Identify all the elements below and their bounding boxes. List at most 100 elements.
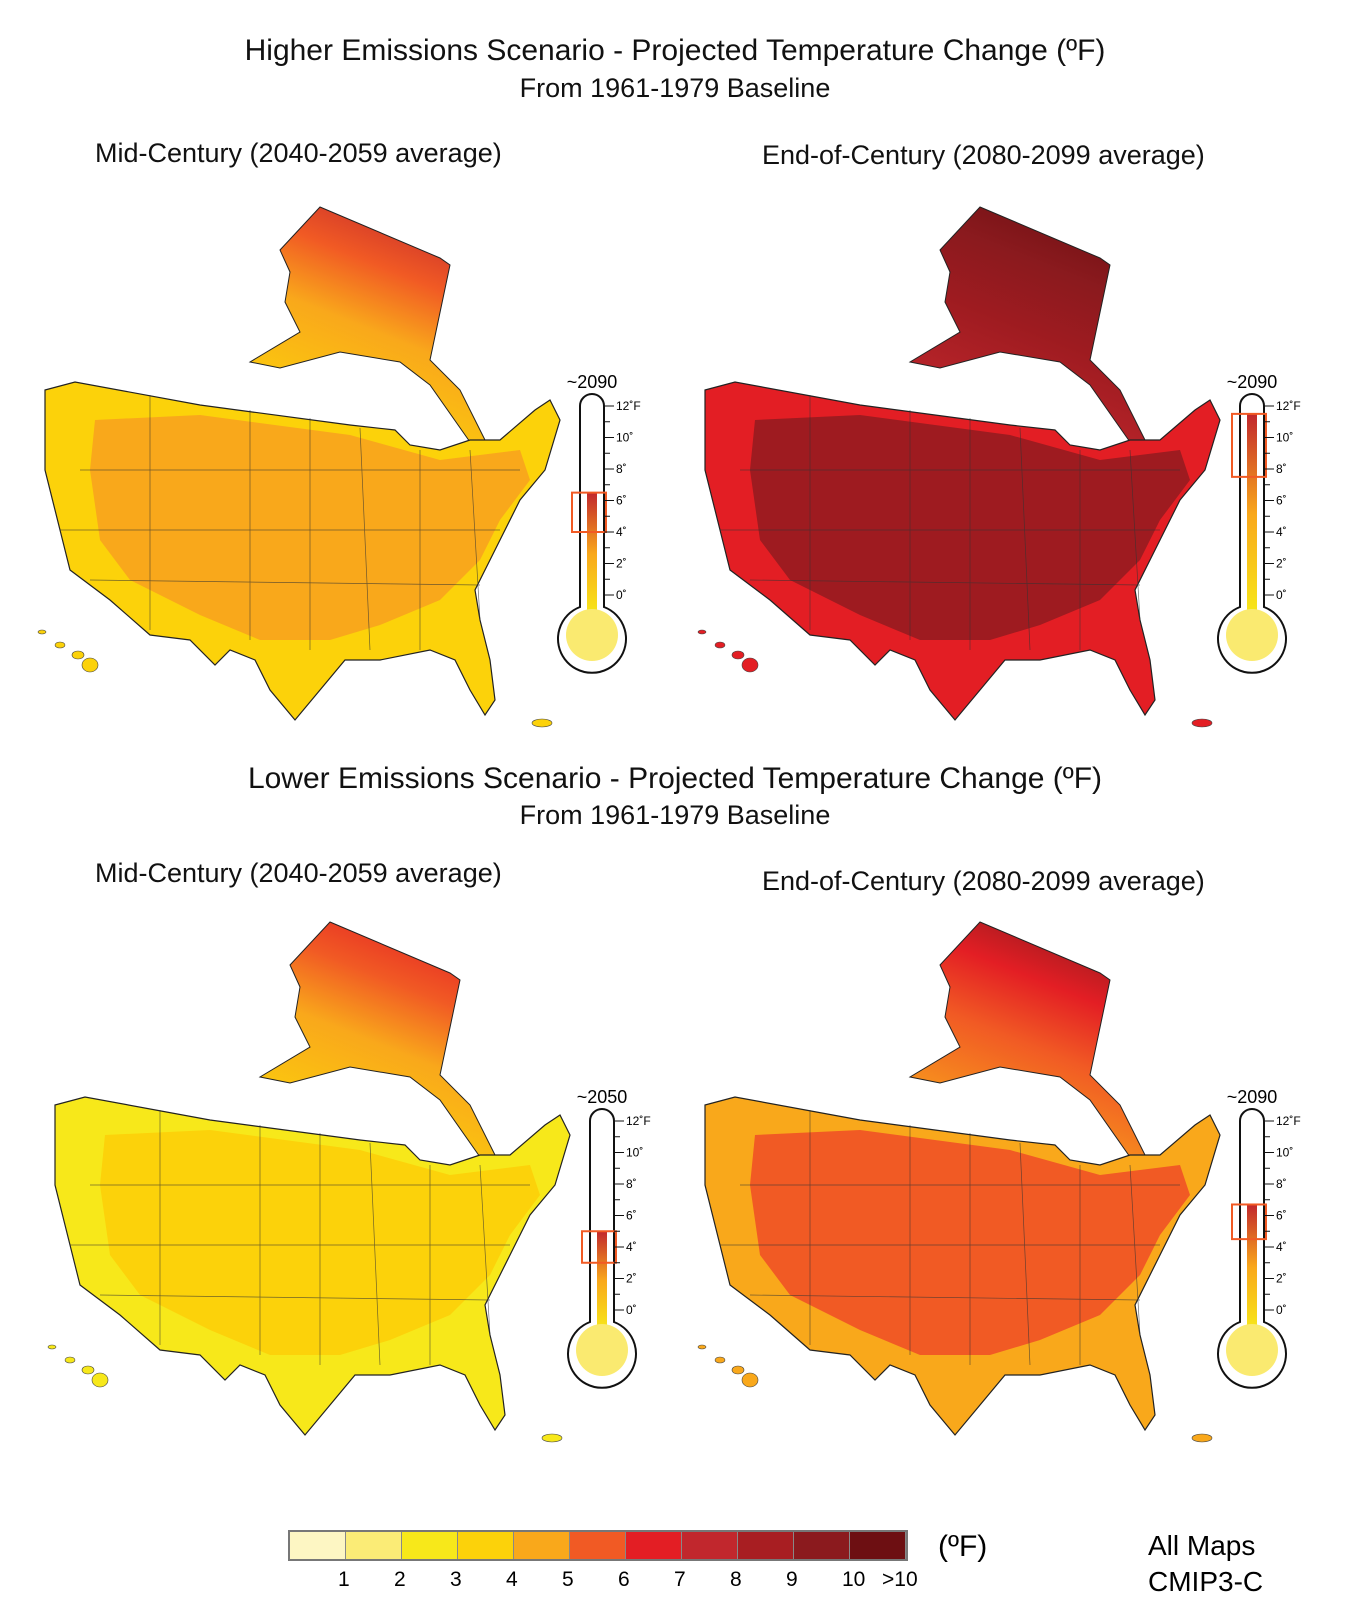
state-borders bbox=[60, 395, 520, 651]
legend-unit: (ºF) bbox=[938, 1530, 988, 1563]
section-title: Lower Emissions Scenario - Projected Tem… bbox=[247, 762, 1103, 795]
thermometer-tick-label: 6˚ bbox=[626, 1209, 637, 1223]
thermometer-tick-label: 8˚ bbox=[616, 462, 627, 476]
thermometer-tick-label: 10˚ bbox=[616, 431, 633, 445]
note-line: All Maps bbox=[1148, 1530, 1256, 1561]
thermometer: ~2090 0˚ 2˚ 4˚ 6˚ 8˚ 10˚ 12˚F bbox=[1217, 372, 1301, 674]
legend-swatch bbox=[514, 1532, 570, 1559]
state-borders bbox=[70, 1110, 530, 1366]
thermometer-tick-label: 8˚ bbox=[1276, 1177, 1287, 1191]
legend-label: 9 bbox=[786, 1568, 798, 1591]
legend-swatch bbox=[458, 1532, 514, 1559]
color-legend bbox=[288, 1530, 908, 1561]
legend-swatch bbox=[346, 1532, 402, 1559]
thermometer-tick-label: 0˚ bbox=[616, 588, 627, 602]
legend-label: 1 bbox=[338, 1568, 350, 1591]
legend-label: 5 bbox=[562, 1568, 574, 1591]
model-note: All Maps CMIP3-C bbox=[1148, 1528, 1263, 1600]
legend-swatch bbox=[738, 1532, 794, 1559]
thermometer-label: ~2050 bbox=[577, 1087, 628, 1107]
legend-swatch bbox=[570, 1532, 626, 1559]
temperature-map: ~2090 0˚ 2˚ 4˚ 6˚ 8˚ 10˚ 12˚F bbox=[697, 206, 1301, 728]
state-borders bbox=[720, 1110, 1180, 1366]
puerto-rico bbox=[541, 1433, 563, 1443]
thermometer-tick-label: 10˚ bbox=[1276, 1146, 1293, 1160]
range-box bbox=[1231, 412, 1267, 478]
panel-title: End-of-Century (2080-2099 average) bbox=[762, 866, 1205, 896]
thermometer-tick-label: 2˚ bbox=[626, 1272, 637, 1286]
thermometer-tick-label: 0˚ bbox=[1276, 1303, 1287, 1317]
alaska bbox=[248, 206, 486, 443]
thermometer-fill bbox=[597, 1231, 607, 1330]
thermometer-tick-label: 8˚ bbox=[1276, 462, 1287, 476]
thermometer-tick-label: 0˚ bbox=[1276, 588, 1287, 602]
thermometer-tick-label: 4˚ bbox=[1276, 1240, 1287, 1254]
thermometer-tick-label: 12˚F bbox=[1276, 399, 1301, 413]
thermometer-tick-label: 12˚F bbox=[616, 399, 641, 413]
range-box bbox=[1231, 1203, 1267, 1241]
puerto-rico bbox=[1191, 718, 1213, 728]
hawaii bbox=[47, 1344, 109, 1388]
temperature-map: ~2090 0˚ 2˚ 4˚ 6˚ 8˚ 10˚ 12˚F bbox=[697, 921, 1301, 1443]
panel-title: End-of-Century (2080-2099 average) bbox=[762, 140, 1205, 170]
thermometer-label: ~2090 bbox=[567, 372, 618, 392]
thermometer-tick-label: 6˚ bbox=[1276, 1209, 1287, 1223]
legend-swatch bbox=[402, 1532, 458, 1559]
thermometer-label: ~2090 bbox=[1227, 372, 1278, 392]
legend-swatch bbox=[626, 1532, 682, 1559]
puerto-rico bbox=[1191, 1433, 1213, 1443]
temperature-map: ~2090 0˚ 2˚ 4˚ 6˚ 8˚ 10˚ 12˚F bbox=[37, 206, 641, 728]
legend-swatch bbox=[794, 1532, 850, 1559]
alaska bbox=[258, 921, 496, 1158]
thermometer: ~2090 0˚ 2˚ 4˚ 6˚ 8˚ 10˚ 12˚F bbox=[557, 372, 641, 674]
section-subtitle: From 1961-1979 Baseline bbox=[519, 73, 831, 103]
legend-label: 7 bbox=[674, 1568, 686, 1591]
thermometer: ~2090 0˚ 2˚ 4˚ 6˚ 8˚ 10˚ 12˚F bbox=[1217, 1087, 1301, 1389]
section-subtitle: From 1961-1979 Baseline bbox=[519, 800, 831, 830]
panel-title: Mid-Century (2040-2059 average) bbox=[95, 858, 502, 888]
thermometer-tick-label: 8˚ bbox=[626, 1177, 637, 1191]
state-borders bbox=[720, 395, 1180, 651]
thermometer-label: ~2090 bbox=[1227, 1087, 1278, 1107]
hawaii bbox=[37, 629, 99, 673]
legend-label: 8 bbox=[730, 1568, 742, 1591]
thermometer-fill bbox=[1247, 1204, 1257, 1330]
legend-label: 4 bbox=[506, 1568, 518, 1591]
legend-label: 10 bbox=[842, 1568, 866, 1591]
thermometer-bulb bbox=[566, 609, 618, 661]
thermometer-tick-label: 2˚ bbox=[616, 557, 627, 571]
thermometer-tick-label: 4˚ bbox=[1276, 525, 1287, 539]
thermometer-bulb bbox=[576, 1324, 628, 1376]
hawaii bbox=[697, 1344, 759, 1388]
thermometer-tick-label: 4˚ bbox=[626, 1240, 637, 1254]
thermometer-tick-label: 12˚F bbox=[1276, 1114, 1301, 1128]
section-title: Higher Emissions Scenario - Projected Te… bbox=[244, 34, 1106, 67]
note-line: CMIP3-C bbox=[1148, 1566, 1264, 1597]
panel-title: Mid-Century (2040-2059 average) bbox=[95, 138, 502, 168]
thermometer-bulb bbox=[1226, 1324, 1278, 1376]
legend-label: >10 bbox=[882, 1568, 918, 1591]
thermometer-tick-label: 2˚ bbox=[1276, 557, 1287, 571]
thermometer-tick-label: 2˚ bbox=[1276, 1272, 1287, 1286]
legend-swatch bbox=[682, 1532, 738, 1559]
thermometer-tick-label: 10˚ bbox=[1276, 431, 1293, 445]
legend-label: 2 bbox=[394, 1568, 406, 1591]
thermometer-tick-label: 12˚F bbox=[626, 1114, 651, 1128]
legend-label: 6 bbox=[618, 1568, 630, 1591]
thermometer-tick-label: 4˚ bbox=[616, 525, 627, 539]
temperature-map: ~2050 0˚ 2˚ 4˚ 6˚ 8˚ 10˚ 12˚F bbox=[47, 921, 651, 1443]
thermometer-tick-label: 6˚ bbox=[616, 494, 627, 508]
thermometer-tick-label: 0˚ bbox=[626, 1303, 637, 1317]
thermometer-tick-label: 10˚ bbox=[626, 1146, 643, 1160]
alaska bbox=[908, 206, 1146, 443]
alaska bbox=[908, 921, 1146, 1158]
puerto-rico bbox=[531, 718, 553, 728]
range-box bbox=[571, 491, 607, 533]
thermometer-fill bbox=[587, 492, 597, 615]
thermometer-fill bbox=[1247, 413, 1257, 615]
thermometer-bulb bbox=[1226, 609, 1278, 661]
thermometer-tick-label: 6˚ bbox=[1276, 494, 1287, 508]
legend-swatch bbox=[290, 1532, 346, 1559]
legend-swatch bbox=[850, 1532, 906, 1559]
